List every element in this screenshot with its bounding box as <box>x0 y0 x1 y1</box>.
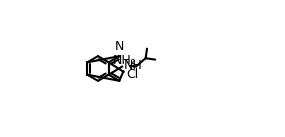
Text: NH₂: NH₂ <box>113 54 137 67</box>
Text: NH: NH <box>124 59 142 72</box>
Text: Cl: Cl <box>126 68 138 81</box>
Text: N: N <box>115 40 124 53</box>
